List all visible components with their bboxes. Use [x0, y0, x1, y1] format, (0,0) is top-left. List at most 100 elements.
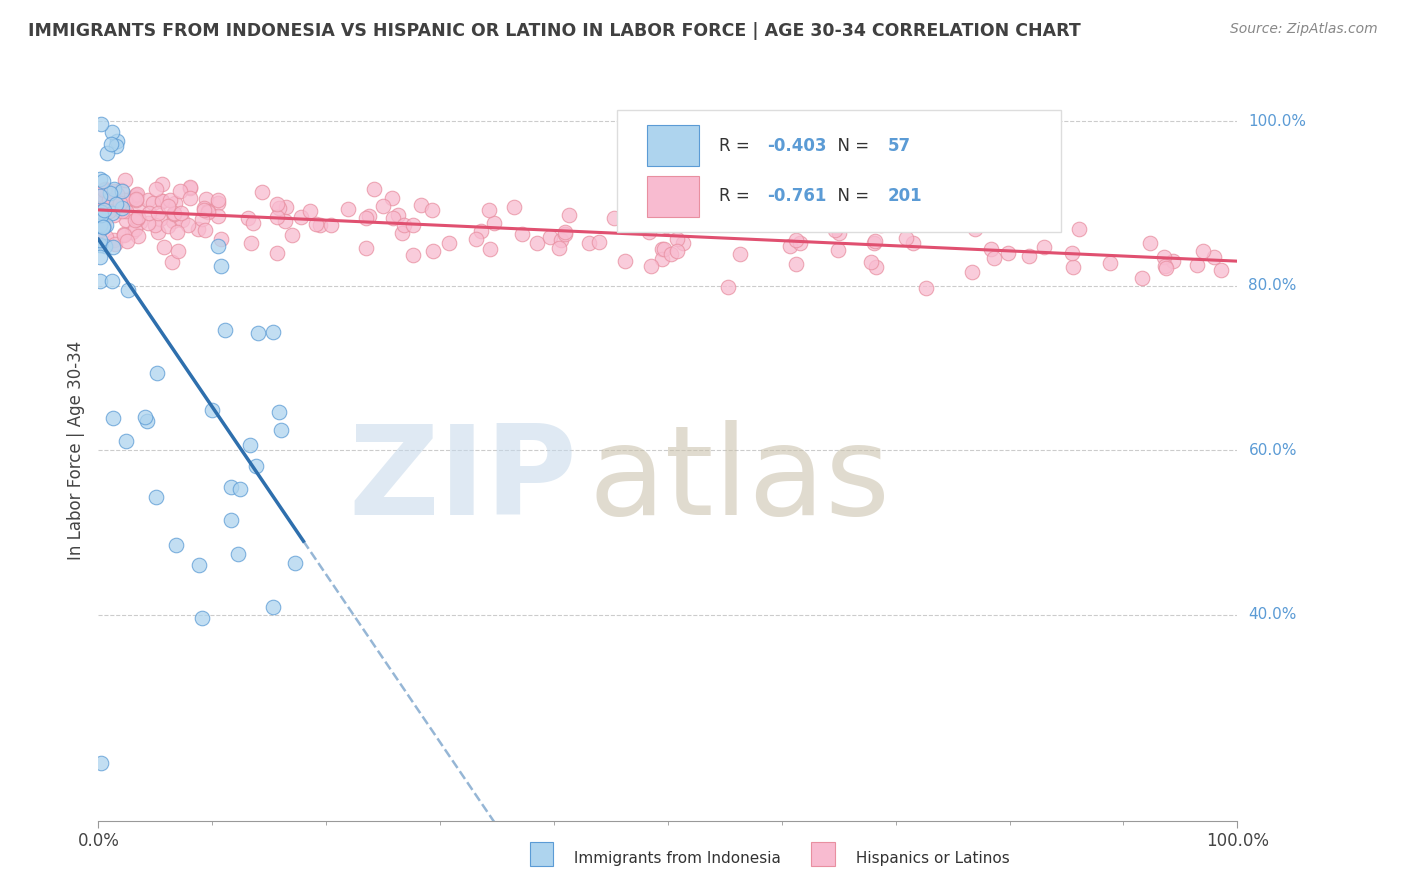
Point [229, 482, 252, 496]
Point [250, 185, 273, 199]
Point [865, 260, 887, 275]
Text: atlas: atlas [588, 419, 890, 541]
Point [749, 194, 772, 209]
Point [89, 203, 111, 218]
Point [121, 191, 143, 205]
Point [150, 194, 173, 209]
Text: Source: ZipAtlas.com: Source: ZipAtlas.com [1230, 22, 1378, 37]
Point [114, 193, 136, 207]
Point [191, 611, 214, 625]
Point [201, 403, 224, 417]
Point [89, 222, 111, 236]
Point [603, 211, 626, 226]
Point [1154, 260, 1177, 275]
Point [91, 204, 114, 219]
Point [194, 192, 217, 206]
Point [191, 211, 214, 226]
Point [145, 490, 167, 504]
Point [284, 557, 307, 571]
Point [354, 211, 377, 225]
Point [91, 187, 114, 202]
Point [89, 172, 111, 186]
Point [274, 214, 297, 228]
Point [439, 236, 461, 251]
Point [98, 202, 121, 216]
Point [863, 234, 886, 248]
Point [728, 246, 751, 260]
Point [1062, 245, 1084, 260]
Point [226, 547, 249, 561]
Point [127, 201, 149, 215]
Point [134, 410, 156, 425]
Point [143, 218, 166, 232]
Point [163, 207, 186, 221]
Point [666, 232, 689, 246]
Point [162, 205, 184, 219]
Point [111, 202, 134, 216]
Point [371, 199, 394, 213]
Point [150, 177, 173, 191]
Point [683, 211, 706, 226]
Point [197, 203, 219, 218]
Point [138, 206, 160, 220]
Point [659, 246, 682, 260]
Point [166, 226, 188, 240]
Point [965, 222, 987, 236]
Point [1062, 260, 1084, 274]
Point [149, 212, 172, 227]
Text: 80.0%: 80.0% [1249, 278, 1296, 293]
Text: 100.0%: 100.0% [1249, 114, 1306, 129]
Point [197, 205, 219, 219]
Point [363, 182, 385, 196]
Point [93, 220, 115, 235]
Point [655, 219, 678, 233]
Text: 60.0%: 60.0% [1249, 443, 1296, 458]
Point [91, 196, 114, 211]
Point [666, 244, 689, 258]
Point [828, 226, 851, 240]
Point [115, 234, 138, 248]
Point [356, 241, 378, 255]
Point [1139, 235, 1161, 250]
Point [93, 183, 115, 197]
Point [470, 224, 492, 238]
Point [245, 458, 267, 473]
Point [97, 186, 120, 201]
Point [103, 240, 125, 254]
Point [111, 204, 134, 219]
Point [614, 253, 637, 268]
Point [127, 211, 149, 226]
Point [112, 227, 135, 242]
Point [125, 192, 148, 206]
Point [219, 480, 242, 494]
Point [100, 136, 122, 151]
Point [121, 225, 143, 239]
Point [103, 182, 125, 196]
Point [188, 558, 211, 572]
Point [704, 208, 727, 222]
Point [465, 231, 488, 245]
Point [717, 280, 740, 294]
Point [983, 251, 1005, 265]
Point [169, 206, 191, 220]
Point [148, 225, 170, 239]
Point [558, 209, 581, 223]
Point [901, 235, 924, 250]
Point [89, 250, 111, 264]
Point [105, 134, 128, 148]
Point [262, 326, 284, 340]
Point [90, 756, 112, 770]
Point [124, 213, 146, 227]
Point [103, 185, 125, 199]
Point [651, 242, 673, 256]
Point [110, 185, 132, 199]
Point [207, 196, 229, 211]
Point [785, 233, 807, 247]
Point [319, 219, 342, 233]
Point [554, 225, 576, 239]
Point [588, 235, 610, 250]
Point [381, 191, 404, 205]
Point [614, 209, 637, 223]
Point [411, 198, 433, 212]
Text: IMMIGRANTS FROM INDONESIA VS HISPANIC OR LATINO IN LABOR FORCE | AGE 30-34 CORRE: IMMIGRANTS FROM INDONESIA VS HISPANIC OR… [28, 22, 1081, 40]
